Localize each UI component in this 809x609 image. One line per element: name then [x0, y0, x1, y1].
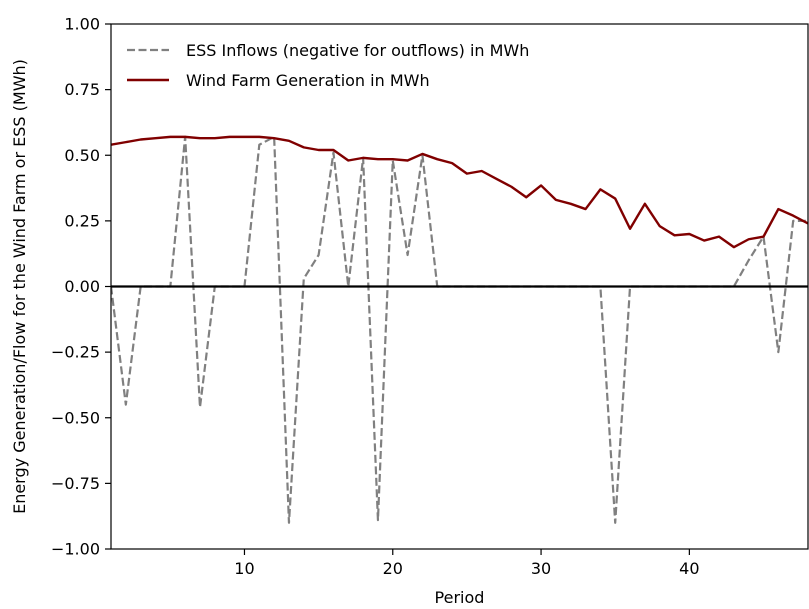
y-tick-label: 0.75	[64, 80, 100, 99]
y-tick-label: −0.25	[51, 343, 100, 362]
plot-area	[111, 135, 808, 524]
y-tick-label: 0.50	[64, 146, 100, 165]
y-tick-label: 0.25	[64, 211, 100, 230]
x-axis-label: Period	[435, 588, 485, 607]
legend-label-wind-farm-generation: Wind Farm Generation in MWh	[186, 71, 430, 90]
series-line-wind-farm-generation	[111, 135, 808, 249]
y-tick-label: −0.50	[51, 408, 100, 427]
y-axis-label: Energy Generation/Flow for the Wind Farm…	[10, 59, 29, 514]
x-tick-label: 40	[679, 559, 699, 578]
x-tick-label: 20	[383, 559, 403, 578]
y-tick-label: 0.00	[64, 277, 100, 296]
x-tick-label: 10	[234, 559, 254, 578]
y-tick-label: 1.00	[64, 15, 100, 34]
axes: −1.00 −0.75 −0.50 −0.25 0.00 0.25 0.50 0.75 1.00…	[51, 15, 809, 578]
y-tick-label: −1.00	[51, 540, 100, 559]
legend-label-ess-inflows: ESS Inflows (negative for outflows) in M…	[186, 41, 529, 60]
legend: ESS Inflows (negative for outflows) in M…	[127, 41, 529, 90]
x-tick-label: 30	[531, 559, 551, 578]
y-tick-label: −0.75	[51, 474, 100, 493]
